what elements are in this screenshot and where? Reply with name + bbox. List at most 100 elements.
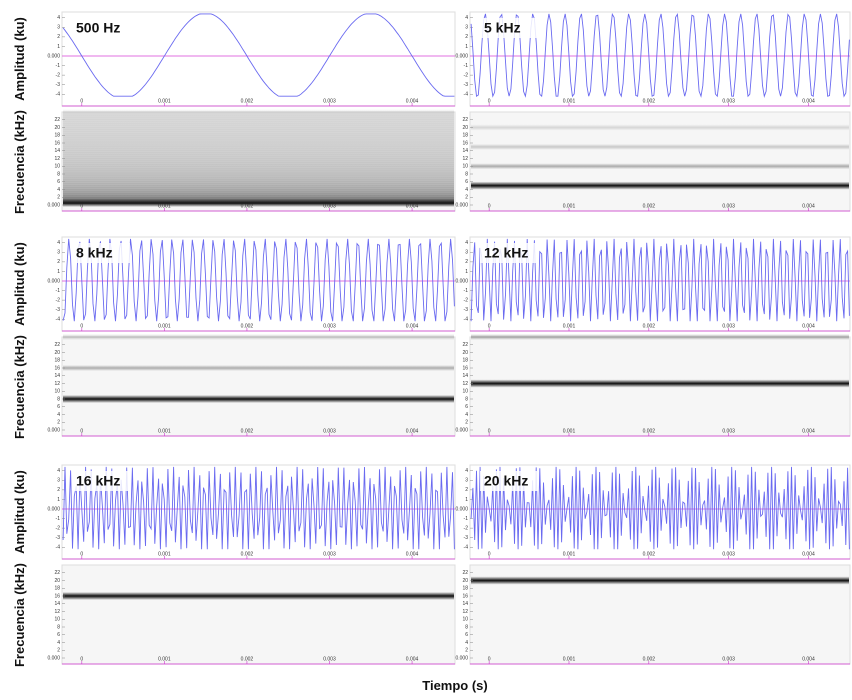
spectrogram-band <box>471 125 849 131</box>
x-tick-label: 0.004 <box>406 98 419 104</box>
x-tick-label: 0 <box>488 551 491 557</box>
x-tick-label: 0.002 <box>241 551 254 557</box>
y-tick-label: 22 <box>54 117 60 123</box>
y-tick-label: -1 <box>464 288 469 294</box>
x-tick-label: 0.002 <box>241 98 254 104</box>
x-tick-label: 0.001 <box>563 203 576 209</box>
x-tick-label: 0.003 <box>722 203 735 209</box>
y-tick-label: 4 <box>57 240 60 246</box>
y-tick-label: 8 <box>465 624 468 630</box>
y-tick-label: 0.000 <box>47 278 60 284</box>
y-tick-label: 22 <box>462 570 468 576</box>
panel: -4-3-2-10.00012340.000246810121416182022… <box>455 465 850 664</box>
spectrogram-band <box>63 395 454 403</box>
x-tick-label: 0.001 <box>563 323 576 329</box>
y-tick-label: 3 <box>57 478 60 484</box>
x-tick-label: 0.002 <box>241 203 254 209</box>
y-tick-label: 18 <box>54 586 60 592</box>
y-tick-label: -2 <box>56 72 61 78</box>
panel: -4-3-2-10.00012340.000246810121416182022… <box>47 465 455 664</box>
x-tick-label: 0.001 <box>563 551 576 557</box>
y-axis-title: Frecuencia (kHz) <box>12 563 27 667</box>
y-tick-label: 22 <box>462 117 468 123</box>
spectrogram-band <box>471 163 849 169</box>
y-tick-label: 4 <box>57 412 60 418</box>
y-tick-label: -4 <box>464 317 469 323</box>
x-tick-label: 0.001 <box>158 203 171 209</box>
x-tick-label: 0.002 <box>643 656 656 662</box>
y-tick-label: -1 <box>56 516 61 522</box>
y-tick-label: 2 <box>465 420 468 426</box>
y-tick-label: -4 <box>464 92 469 98</box>
y-tick-label: 3 <box>57 25 60 31</box>
y-tick-label: 4 <box>57 468 60 474</box>
y-tick-label: -2 <box>56 297 61 303</box>
y-tick-label: 20 <box>462 125 468 131</box>
panel-label: 20 kHz <box>484 473 528 489</box>
y-tick-label: 18 <box>54 133 60 139</box>
x-tick-label: 0.002 <box>643 551 656 557</box>
y-tick-label: 4 <box>465 468 468 474</box>
y-tick-label: 10 <box>54 164 60 170</box>
y-tick-label: 20 <box>462 578 468 584</box>
y-tick-label: 16 <box>54 593 60 599</box>
y-tick-label: 3 <box>465 478 468 484</box>
x-tick-label: 0.001 <box>158 323 171 329</box>
y-tick-label: 14 <box>462 148 468 154</box>
y-tick-label: 3 <box>57 250 60 256</box>
y-tick-label: 12 <box>462 609 468 615</box>
y-tick-label: 4 <box>465 187 468 193</box>
y-tick-label: 20 <box>54 125 60 131</box>
y-tick-label: 6 <box>465 632 468 638</box>
y-tick-label: -3 <box>56 307 61 313</box>
x-tick-label: 0.004 <box>406 428 419 434</box>
y-tick-label: 16 <box>54 365 60 371</box>
y-tick-label: 0.000 <box>47 655 60 661</box>
y-tick-label: -3 <box>464 307 469 313</box>
y-tick-label: 16 <box>462 593 468 599</box>
y-tick-label: -4 <box>56 317 61 323</box>
y-tick-label: 6 <box>57 404 60 410</box>
x-tick-label: 0.004 <box>406 656 419 662</box>
y-tick-label: 4 <box>57 640 60 646</box>
y-tick-label: 18 <box>462 133 468 139</box>
y-axis-title: Frecuencia (kHz) <box>12 335 27 439</box>
y-tick-label: -1 <box>56 63 61 69</box>
x-tick-label: 0.002 <box>643 203 656 209</box>
y-tick-label: 8 <box>57 624 60 630</box>
y-tick-label: 6 <box>465 179 468 185</box>
y-tick-label: 8 <box>465 171 468 177</box>
y-tick-label: 0.000 <box>47 202 60 208</box>
panel-label: 500 Hz <box>76 20 120 36</box>
x-tick-label: 0 <box>80 428 83 434</box>
y-tick-label: 12 <box>54 381 60 387</box>
x-tick-label: 0.004 <box>802 656 815 662</box>
y-tick-label: 2 <box>465 487 468 493</box>
x-tick-label: 0.003 <box>323 323 336 329</box>
x-tick-label: 0.003 <box>323 656 336 662</box>
x-tick-label: 0 <box>80 98 83 104</box>
y-tick-label: 4 <box>465 15 468 21</box>
x-tick-label: 0.003 <box>722 551 735 557</box>
x-tick-label: 0.003 <box>323 203 336 209</box>
panel-label: 12 kHz <box>484 245 528 261</box>
x-tick-label: 0 <box>80 323 83 329</box>
x-tick-label: 0.004 <box>406 203 419 209</box>
y-tick-label: 0.000 <box>455 655 468 661</box>
y-tick-label: 1 <box>465 269 468 275</box>
x-tick-label: 0.003 <box>323 551 336 557</box>
page: {"panels": [{"label": "500 Hz"}, {"label… <box>0 0 852 700</box>
y-tick-label: 14 <box>54 148 60 154</box>
y-tick-label: 16 <box>462 140 468 146</box>
x-tick-label: 0.002 <box>241 656 254 662</box>
panel: -4-3-2-10.00012340.000246810121416182022… <box>455 237 850 436</box>
y-tick-label: 2 <box>57 648 60 654</box>
panel-label: 16 kHz <box>76 473 120 489</box>
x-tick-label: 0.003 <box>722 428 735 434</box>
y-tick-label: 22 <box>54 342 60 348</box>
x-tick-label: 0.002 <box>241 323 254 329</box>
y-tick-label: 6 <box>465 404 468 410</box>
y-tick-label: 4 <box>465 640 468 646</box>
y-tick-label: 0.000 <box>47 53 60 59</box>
x-tick-label: 0 <box>488 656 491 662</box>
